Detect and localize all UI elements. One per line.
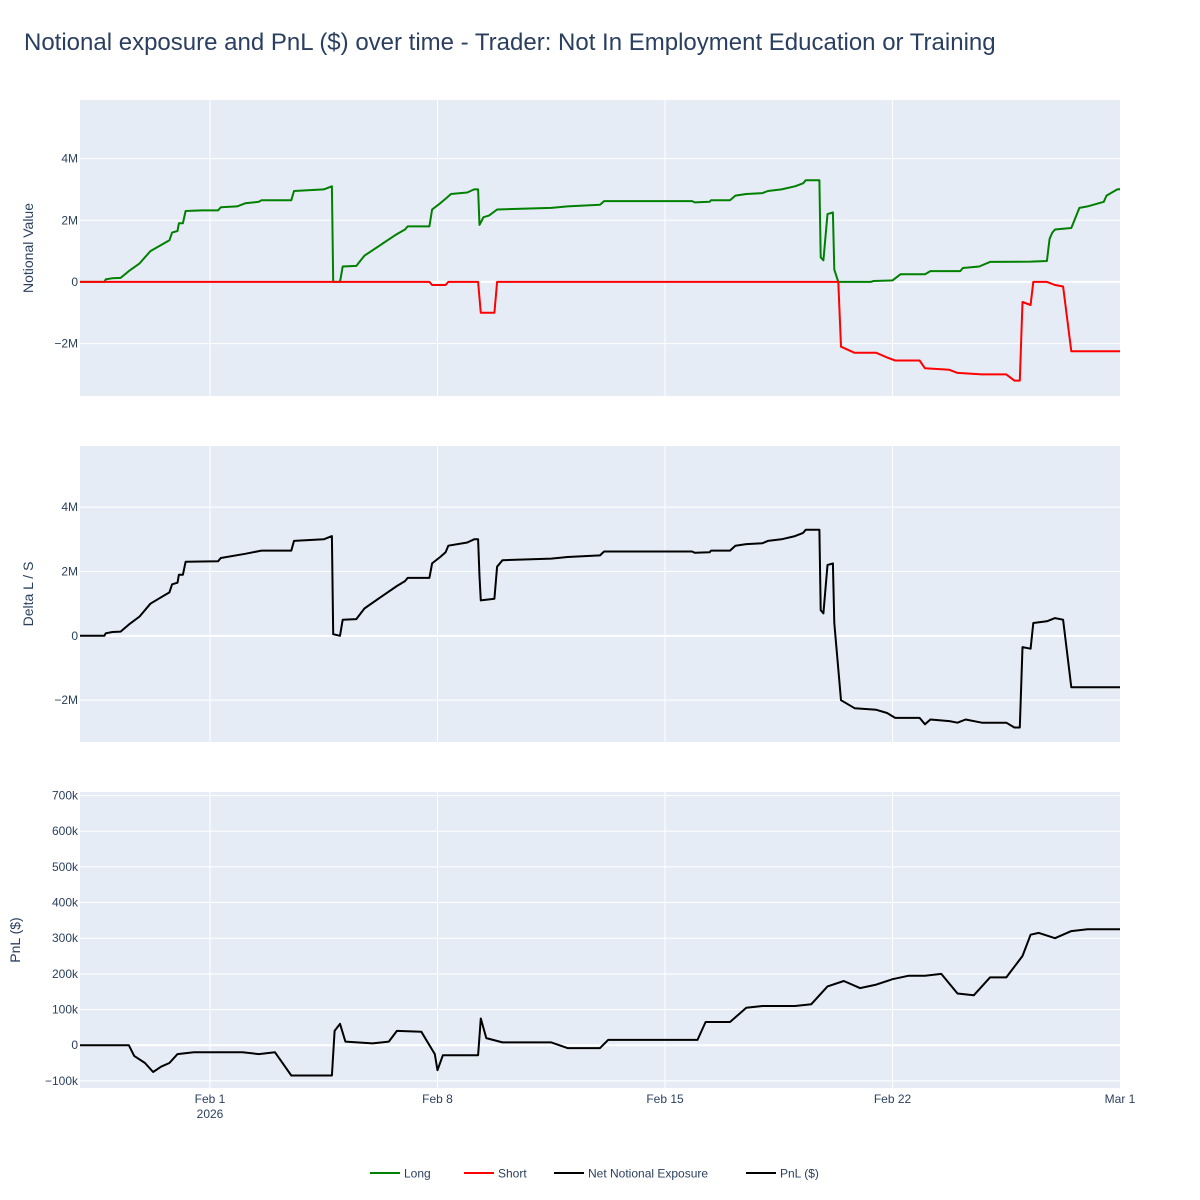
- y-tick-label: 0: [71, 1038, 78, 1052]
- y-tick-label: 4M: [61, 500, 78, 514]
- legend-item-net-notional-exposure[interactable]: Net Notional Exposure: [554, 1167, 708, 1181]
- y-tick-label: 2M: [61, 213, 78, 227]
- series-line-pnl[interactable]: [80, 808, 1200, 1077]
- y-tick-label: 200k: [52, 967, 79, 981]
- x-tick-label: Mar 1: [1105, 1092, 1136, 1106]
- x-tick-label: Feb 15: [646, 1092, 684, 1106]
- chart-panels: 4M 2M 0 −2M Notional Value 4M 2M 0 −2M Delta L / …: [7, 100, 1200, 1088]
- legend-label: Short: [498, 1167, 527, 1181]
- legend-label: Long: [404, 1167, 431, 1181]
- y-tick-label: −2M: [54, 693, 78, 707]
- panel-1: 4M 2M 0 −2M Notional Value: [20, 100, 1200, 396]
- y-tick-label: 100k: [52, 1003, 79, 1017]
- legend-label: PnL ($): [780, 1167, 819, 1181]
- panel-2-plot-area: [80, 446, 1120, 742]
- panel-1-plot-area: [80, 100, 1120, 396]
- y-tick-label: 0: [71, 275, 78, 289]
- legend-item-pnl[interactable]: PnL ($): [746, 1167, 819, 1181]
- series-line-long[interactable]: [80, 117, 1200, 283]
- x-tick-year-label: 2026: [197, 1107, 224, 1121]
- series-line-net-notional-exposure[interactable]: [80, 464, 1200, 729]
- panel-2: 4M 2M 0 −2M Delta L / S: [20, 446, 1200, 742]
- legend-item-short[interactable]: Short: [464, 1167, 527, 1181]
- legend-label: Net Notional Exposure: [588, 1167, 708, 1181]
- y-tick-label: 600k: [52, 824, 79, 838]
- y-axis-title: PnL ($): [7, 917, 23, 962]
- chart-title: Notional exposure and PnL ($) over time …: [24, 29, 996, 56]
- legend-item-long[interactable]: Long: [370, 1167, 431, 1181]
- y-tick-label: −100k: [45, 1074, 79, 1088]
- y-tick-label: 0: [71, 629, 78, 643]
- x-tick-label: Feb 22: [874, 1092, 912, 1106]
- chart-legend[interactable]: Long Short Net Notional Exposure PnL ($): [370, 1167, 819, 1181]
- panel-3: 700k 600k 500k 400k 300k 200k 100k 0 −100k PnL ($…: [7, 789, 1200, 1088]
- y-tick-label: 300k: [52, 931, 79, 945]
- series-line-short[interactable]: [80, 280, 1200, 382]
- y-axis-title: Notional Value: [20, 203, 36, 293]
- panel-3-plot-area: [80, 792, 1120, 1088]
- x-tick-label: Feb 1: [195, 1092, 226, 1106]
- y-tick-label: 4M: [61, 152, 78, 166]
- y-tick-label: 400k: [52, 896, 79, 910]
- y-axis-title: Delta L / S: [20, 562, 36, 627]
- y-tick-label: 2M: [61, 564, 78, 578]
- x-tick-label: Feb 8: [422, 1092, 453, 1106]
- y-tick-label: 700k: [52, 789, 79, 803]
- y-tick-label: −2M: [54, 337, 78, 351]
- y-tick-label: 500k: [52, 860, 79, 874]
